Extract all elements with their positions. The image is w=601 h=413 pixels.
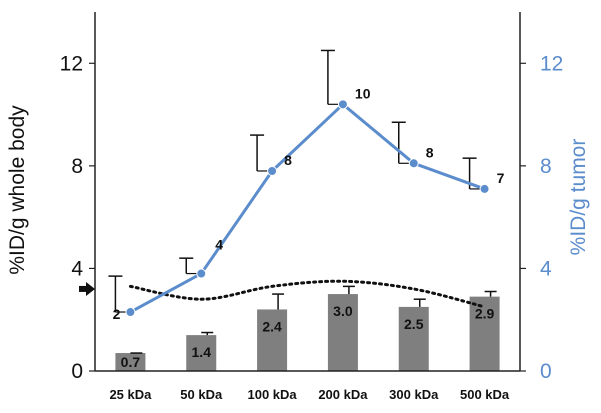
tumor-point-label: 4 [215, 237, 223, 253]
tumor-point-label: 7 [497, 170, 505, 186]
tick-label-left: 12 [60, 52, 83, 75]
bar-value-label: 2.5 [404, 316, 424, 332]
tumor-point [408, 158, 419, 169]
bar [469, 296, 500, 371]
category-label: 25 kDa [109, 387, 152, 402]
trend-line-dotted [128, 279, 487, 309]
category-label: 200 kDa [318, 387, 368, 402]
y-axis-label-left: %ID/g whole body [6, 105, 29, 275]
bar-value-label: 2.9 [475, 306, 495, 322]
tick-label-right: 12 [540, 52, 563, 75]
bar-value-label: 0.7 [121, 354, 141, 370]
tumor-point [196, 268, 207, 279]
bar [186, 335, 217, 371]
arrow-marker-shaft [79, 285, 86, 292]
tick-label-right: 8 [540, 155, 552, 178]
arrow-marker-icon [86, 281, 95, 296]
category-label: 50 kDa [180, 387, 223, 402]
tumor-point [479, 183, 490, 194]
tumor-point [267, 165, 278, 176]
y-axis-label-right: %ID/g tumor [567, 139, 590, 256]
category-label: 500 kDa [460, 387, 510, 402]
tumor-point-label: 8 [426, 144, 434, 160]
tumor-point-label: 10 [355, 85, 371, 101]
bar [327, 294, 358, 371]
tick-label-left: 8 [71, 155, 83, 178]
tumor-point [125, 307, 136, 318]
tick-label-right: 0 [540, 360, 552, 383]
category-label: 300 kDa [389, 387, 439, 402]
bar [115, 353, 146, 371]
tumor-point-label: 2 [113, 306, 121, 322]
tumor-point-label: 8 [284, 152, 292, 168]
tick-label-right: 4 [540, 257, 552, 280]
bar-value-label: 3.0 [333, 303, 353, 319]
bar-value-label: 1.4 [192, 344, 212, 360]
tick-label-left: 0 [71, 360, 83, 383]
tick-label-left: 4 [71, 257, 83, 280]
bar [398, 306, 429, 371]
tumor-point [337, 99, 348, 110]
bar-value-label: 2.4 [262, 318, 282, 334]
category-label: 100 kDa [248, 387, 298, 402]
bar [257, 309, 288, 371]
tumor-line [129, 102, 486, 314]
